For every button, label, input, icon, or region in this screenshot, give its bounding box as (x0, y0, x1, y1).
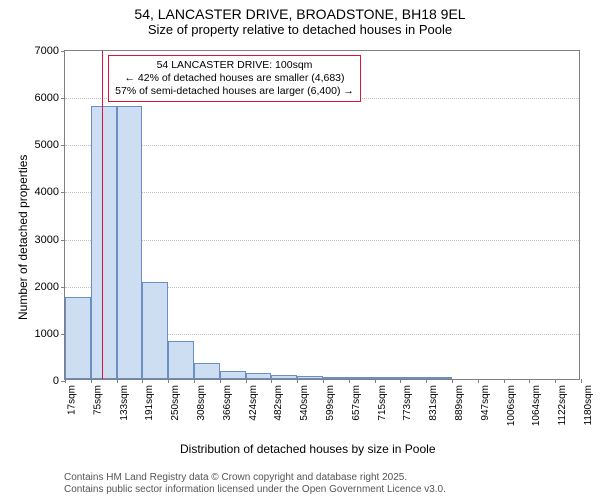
x-tick-label: 424sqm (247, 385, 258, 421)
y-tick-label: 0 (53, 375, 65, 387)
histogram-bar (220, 371, 246, 379)
histogram-bar (65, 297, 91, 380)
x-tick-mark (323, 379, 324, 383)
histogram-bar (400, 377, 426, 379)
x-tick-label: 715sqm (376, 385, 387, 421)
histogram-bar (117, 106, 143, 379)
annotation-line: ← 42% of detached houses are smaller (4,… (115, 72, 354, 85)
annotation-line: 57% of semi-detached houses are larger (… (115, 85, 354, 98)
x-tick-mark (194, 379, 195, 383)
x-tick-mark (555, 379, 556, 383)
footer-line: Contains HM Land Registry data © Crown c… (64, 472, 446, 484)
x-tick-label: 831sqm (428, 385, 439, 421)
x-tick-label: 250sqm (170, 385, 181, 421)
x-tick-label: 773sqm (402, 385, 413, 421)
x-tick-mark (478, 379, 479, 383)
x-tick-mark (271, 379, 272, 383)
footer-line: Contains public sector information licen… (64, 484, 446, 496)
x-tick-label: 540sqm (299, 385, 310, 421)
x-tick-mark (529, 379, 530, 383)
chart-titles: 54, LANCASTER DRIVE, BROADSTONE, BH18 9E… (0, 0, 600, 37)
x-tick-mark (246, 379, 247, 383)
x-tick-mark (142, 379, 143, 383)
x-axis-label: Distribution of detached houses by size … (180, 442, 436, 456)
x-tick-label: 366sqm (222, 385, 233, 421)
histogram-bar (168, 341, 194, 379)
histogram-bar (271, 375, 297, 379)
x-tick-label: 1064sqm (531, 385, 542, 426)
x-tick-mark (168, 379, 169, 383)
x-tick-label: 599sqm (325, 385, 336, 421)
x-tick-label: 1180sqm (583, 385, 594, 425)
chart-title: 54, LANCASTER DRIVE, BROADSTONE, BH18 9E… (0, 6, 600, 22)
x-tick-label: 657sqm (351, 385, 362, 421)
y-tick-label: 2000 (35, 281, 65, 293)
x-tick-label: 308sqm (196, 385, 207, 421)
histogram-bar (297, 376, 323, 379)
x-tick-label: 191sqm (144, 385, 155, 421)
x-tick-label: 75sqm (92, 385, 103, 415)
x-tick-mark (426, 379, 427, 383)
histogram-bar (142, 282, 168, 379)
x-tick-mark (117, 379, 118, 383)
x-tick-mark (452, 379, 453, 383)
x-tick-label: 482sqm (273, 385, 284, 421)
x-tick-label: 17sqm (67, 385, 78, 415)
x-tick-mark (581, 379, 582, 383)
x-tick-mark (504, 379, 505, 383)
x-tick-label: 889sqm (454, 385, 465, 421)
chart-subtitle: Size of property relative to detached ho… (0, 22, 600, 37)
x-tick-mark (400, 379, 401, 383)
chart-root: 54, LANCASTER DRIVE, BROADSTONE, BH18 9E… (0, 0, 600, 500)
x-tick-mark (91, 379, 92, 383)
histogram-bar (323, 377, 349, 379)
plot-area: 0100020003000400050006000700017sqm75sqm1… (64, 50, 580, 380)
y-tick-label: 3000 (35, 234, 65, 246)
y-axis-label: Number of detached properties (16, 155, 30, 320)
histogram-bar (194, 363, 220, 379)
annotation-callout: 54 LANCASTER DRIVE: 100sqm← 42% of detac… (108, 55, 361, 102)
attribution-footer: Contains HM Land Registry data © Crown c… (64, 472, 446, 496)
y-tick-label: 7000 (35, 45, 65, 57)
y-tick-label: 4000 (35, 186, 65, 198)
reference-marker-line (102, 51, 103, 379)
x-tick-label: 1006sqm (506, 385, 517, 426)
x-tick-label: 133sqm (118, 385, 129, 421)
annotation-line: 54 LANCASTER DRIVE: 100sqm (115, 59, 354, 72)
x-tick-mark (349, 379, 350, 383)
y-tick-label: 1000 (35, 328, 65, 340)
y-tick-label: 5000 (35, 139, 65, 151)
histogram-bar (349, 377, 375, 379)
x-tick-mark (297, 379, 298, 383)
histogram-bar (375, 377, 401, 379)
x-tick-label: 1122sqm (557, 385, 568, 425)
x-tick-mark (220, 379, 221, 383)
x-tick-mark (375, 379, 376, 383)
x-tick-label: 947sqm (480, 385, 491, 421)
y-tick-label: 6000 (35, 92, 65, 104)
histogram-bar (91, 106, 117, 379)
histogram-bar (246, 373, 272, 379)
histogram-bar (426, 377, 452, 379)
x-tick-mark (65, 379, 66, 383)
